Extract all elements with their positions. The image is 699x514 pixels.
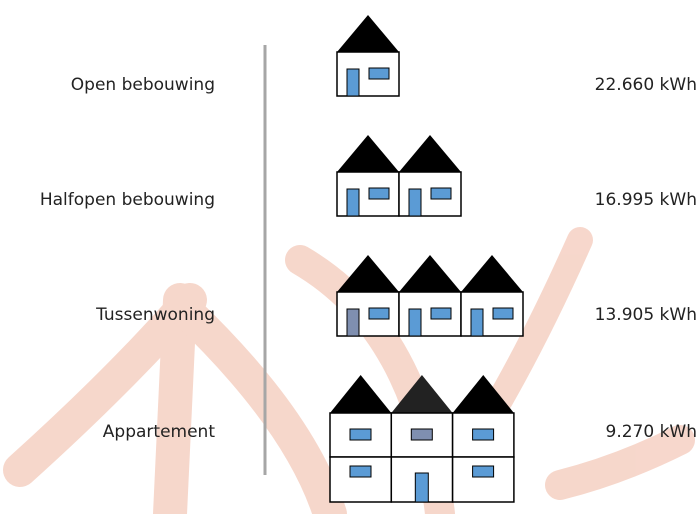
house-body xyxy=(337,52,399,96)
window xyxy=(369,68,389,79)
house-body xyxy=(337,292,399,336)
door xyxy=(347,69,359,96)
watermark-stroke xyxy=(560,440,680,485)
window xyxy=(431,188,451,199)
window xyxy=(369,308,389,319)
window xyxy=(369,188,389,199)
row-value: 16.995 kWh xyxy=(595,190,697,210)
door xyxy=(415,473,428,502)
house-body xyxy=(337,172,399,216)
roof xyxy=(461,255,523,292)
roof xyxy=(337,15,399,52)
row-value: 22.660 kWh xyxy=(595,75,697,95)
roof xyxy=(337,255,399,292)
watermark-stroke xyxy=(170,300,180,514)
watermark-stroke xyxy=(185,310,330,514)
door xyxy=(409,189,421,216)
apartment-unit xyxy=(330,457,391,502)
window xyxy=(473,466,494,477)
apartment-unit xyxy=(453,457,514,502)
window xyxy=(350,466,371,477)
house-body xyxy=(461,292,523,336)
roof xyxy=(399,135,461,172)
row-label: Appartement xyxy=(103,422,216,442)
window xyxy=(431,308,451,319)
window xyxy=(493,308,513,319)
roof xyxy=(399,255,461,292)
door xyxy=(471,309,483,336)
door xyxy=(347,189,359,216)
row-label: Open bebouwing xyxy=(71,75,215,95)
house-body xyxy=(399,292,461,336)
row-value: 13.905 kWh xyxy=(595,305,697,325)
window xyxy=(350,429,371,440)
row-label: Tussenwoning xyxy=(95,305,215,325)
window xyxy=(411,429,432,440)
door xyxy=(347,309,359,336)
window xyxy=(473,429,494,440)
house-body xyxy=(399,172,461,216)
roof xyxy=(330,375,391,413)
row-label: Halfopen bebouwing xyxy=(40,190,215,210)
infographic: Open bebouwing 22.660 kWh Halfopen bebouwi… xyxy=(0,0,699,514)
roof xyxy=(337,135,399,172)
door xyxy=(409,309,421,336)
row-value: 9.270 kWh xyxy=(606,422,698,442)
rows: Open bebouwing 22.660 kWh Halfopen bebouwi… xyxy=(40,15,697,502)
